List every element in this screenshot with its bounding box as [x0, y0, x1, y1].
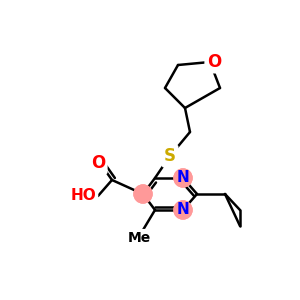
Text: O: O [91, 154, 105, 172]
Text: S: S [164, 147, 176, 165]
Text: N: N [177, 170, 189, 185]
Text: HO: HO [70, 188, 96, 203]
Circle shape [174, 201, 192, 219]
Circle shape [175, 202, 191, 218]
Circle shape [174, 201, 192, 219]
Circle shape [134, 185, 152, 203]
Circle shape [135, 186, 151, 202]
Circle shape [174, 169, 192, 187]
Text: Me: Me [128, 231, 151, 245]
Circle shape [174, 169, 192, 187]
Circle shape [134, 185, 152, 203]
Text: N: N [177, 202, 189, 217]
Text: O: O [207, 53, 221, 71]
Circle shape [175, 170, 191, 186]
